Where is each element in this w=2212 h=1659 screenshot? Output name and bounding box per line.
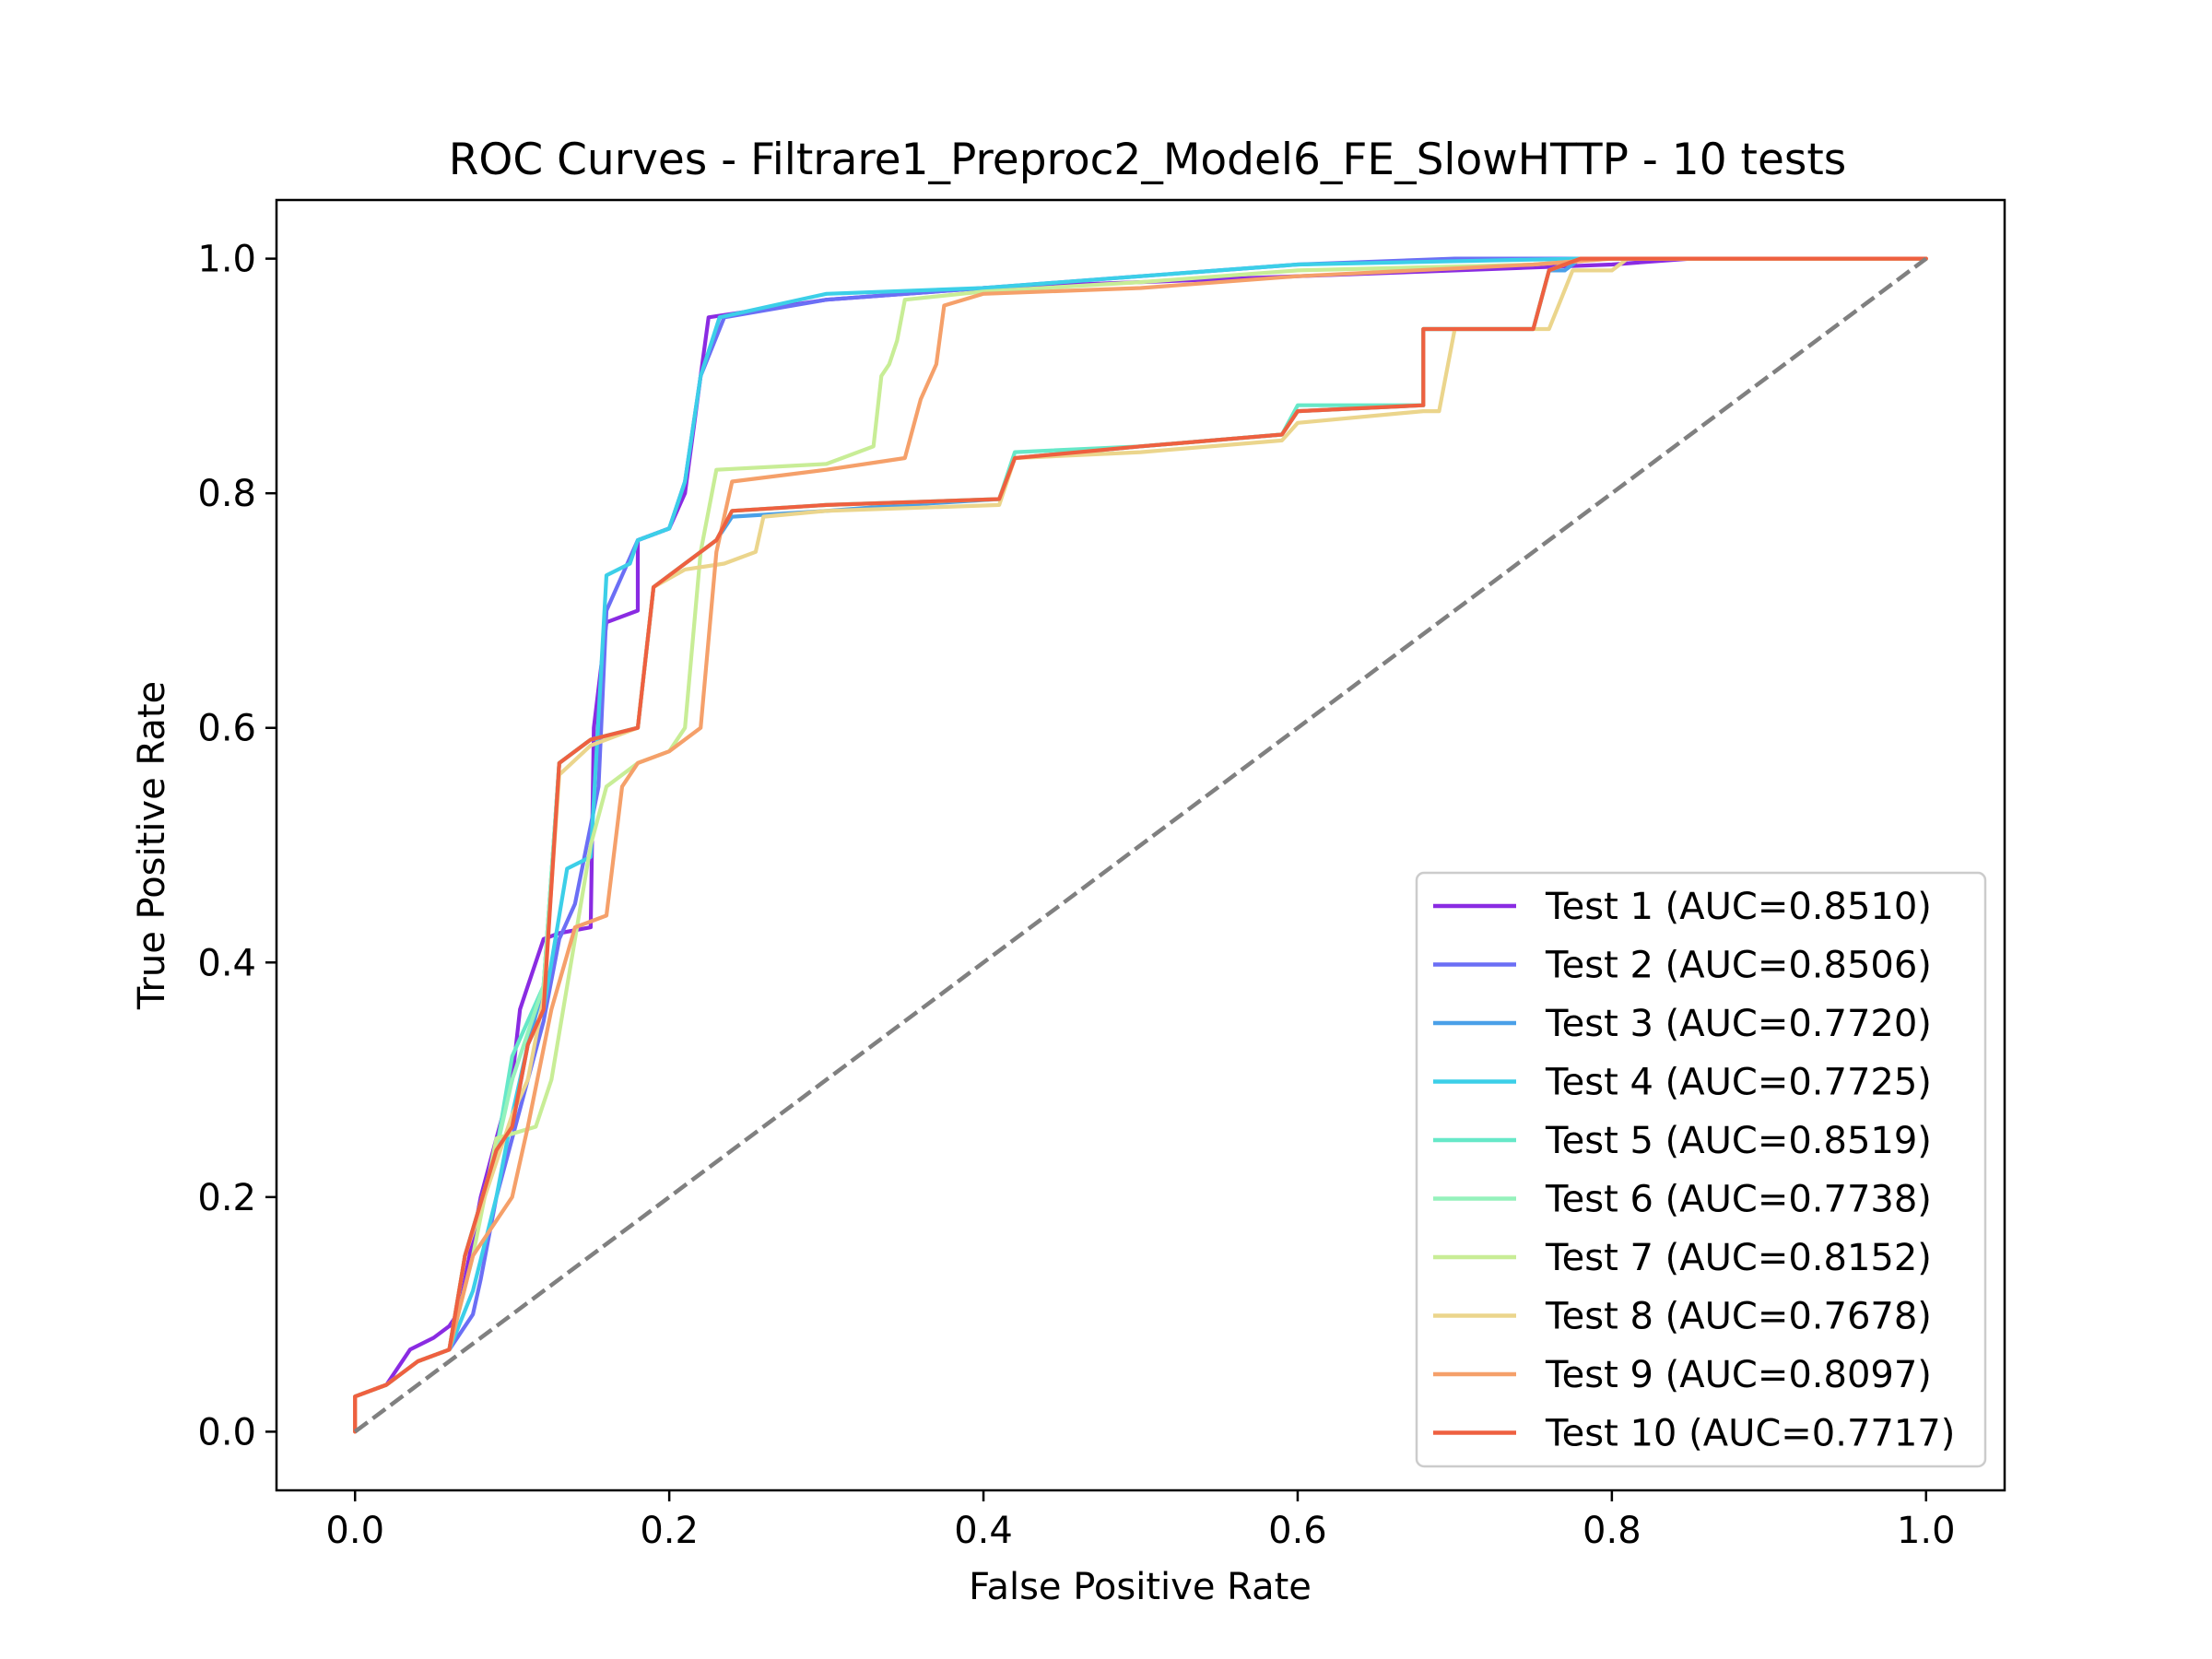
axes-frame: [275, 198, 2006, 1492]
roc-curve-test-10: [353, 256, 1928, 1434]
chance-diagonal-line: [353, 256, 1928, 1434]
legend: Test 1 (AUC=0.8510) Test 2 (AUC=0.8506) Te…: [1415, 871, 1987, 1468]
x-tick-label: 1.0: [1897, 1510, 1956, 1552]
y-tick-label: 0.4: [197, 942, 256, 984]
legend-items: Test 1 (AUC=0.8510) Test 2 (AUC=0.8506) Te…: [1433, 886, 1955, 1455]
y-tick-label: 0.6: [197, 708, 256, 750]
x-tick-label: 0.4: [954, 1510, 1013, 1552]
x-tick-label: 0.8: [1583, 1510, 1641, 1552]
legend-label: Test 8 (AUC=0.7678): [1545, 1296, 1932, 1338]
legend-label: Test 10 (AUC=0.7717): [1545, 1413, 1955, 1455]
legend-label: Test 4 (AUC=0.7725): [1545, 1062, 1932, 1104]
legend-label: Test 2 (AUC=0.8506): [1545, 945, 1932, 987]
legend-label: Test 6 (AUC=0.7738): [1545, 1179, 1932, 1221]
y-tick-label: 0.0: [197, 1411, 256, 1453]
x-tick-label: 0.6: [1268, 1510, 1327, 1552]
y-tick-label: 0.2: [197, 1177, 256, 1219]
x-tick-label: 0.0: [325, 1510, 384, 1552]
series-layer: [353, 256, 1928, 1434]
legend-label: Test 1 (AUC=0.8510): [1545, 886, 1932, 928]
legend-label: Test 5 (AUC=0.8519): [1545, 1120, 1932, 1162]
roc-curve-test-2: [353, 256, 1928, 1434]
x-axis-label: False Positive Rate: [969, 1566, 1312, 1608]
y-axis-label: True Positive Rate: [131, 681, 173, 1010]
x-axis-ticks: 0.0 0.2 0.4 0.6 0.8 1.0: [325, 1490, 1956, 1552]
legend-label: Test 3 (AUC=0.7720): [1545, 1003, 1932, 1045]
x-tick-label: 0.2: [640, 1510, 699, 1552]
y-axis-ticks: 0.0 0.2 0.4 0.6 0.8 1.0: [197, 239, 276, 1453]
y-tick-label: 1.0: [197, 239, 256, 281]
roc-curve-test-9: [353, 256, 1928, 1434]
plot-area: [275, 198, 2006, 1492]
chart-title: ROC Curves - Filtrare1_Preproc2_Model6_F…: [449, 135, 1847, 185]
legend-frame: [1415, 871, 1987, 1468]
legend-label: Test 7 (AUC=0.8152): [1545, 1237, 1932, 1279]
y-tick-label: 0.8: [197, 473, 256, 515]
legend-label: Test 9 (AUC=0.8097): [1545, 1354, 1932, 1396]
